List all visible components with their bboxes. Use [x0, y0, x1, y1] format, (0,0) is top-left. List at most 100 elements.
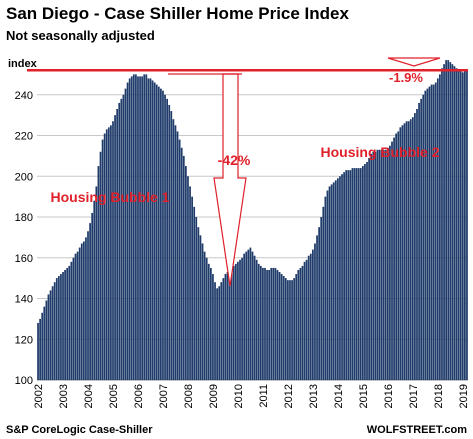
bar	[132, 74, 135, 380]
bar	[418, 102, 420, 381]
bar	[266, 269, 268, 380]
bar	[97, 166, 100, 380]
y-axis-label: index	[8, 58, 38, 70]
bar	[403, 123, 406, 381]
x-tick-label: 2007	[158, 384, 170, 408]
bar	[220, 282, 223, 380]
bar	[393, 137, 395, 380]
bar	[62, 272, 64, 380]
bar	[128, 78, 131, 380]
bar	[60, 274, 62, 380]
bar	[276, 269, 279, 380]
bar	[339, 176, 341, 380]
bar	[422, 94, 425, 380]
bar	[301, 265, 304, 380]
small-arrow	[387, 57, 441, 67]
bar	[189, 186, 191, 380]
bar	[120, 98, 123, 380]
bar	[228, 269, 231, 380]
x-tick-label: 2005	[108, 384, 120, 408]
bar	[145, 74, 148, 380]
bar	[441, 68, 443, 380]
drop-arrow	[213, 73, 247, 287]
bar	[376, 149, 379, 380]
bar	[320, 217, 323, 380]
bar	[289, 280, 291, 380]
bar	[257, 263, 260, 380]
bar	[424, 90, 427, 381]
x-tick-label: 2012	[283, 384, 295, 408]
credit: WOLFSTREET.com	[367, 424, 467, 436]
bar	[372, 151, 375, 380]
bar	[122, 94, 125, 380]
bar	[139, 76, 141, 380]
bar	[389, 145, 391, 380]
bar	[280, 274, 283, 380]
bar	[428, 86, 431, 380]
bar	[449, 62, 452, 381]
bar	[359, 168, 362, 380]
bar	[374, 151, 377, 380]
bar	[245, 251, 248, 380]
bar	[309, 253, 312, 380]
bar	[295, 274, 298, 380]
bar	[459, 70, 462, 381]
x-tick-label: 2004	[83, 384, 95, 408]
bar	[409, 119, 412, 380]
bar	[370, 153, 373, 380]
x-tick-label: 2003	[58, 384, 70, 408]
bar	[314, 243, 316, 380]
bar	[364, 164, 366, 380]
bar	[137, 76, 139, 380]
bar	[166, 98, 169, 380]
bar	[299, 267, 302, 380]
bar	[80, 243, 83, 380]
annotation: Housing Bubble 1	[51, 189, 170, 205]
bar	[332, 182, 335, 380]
bar	[378, 149, 381, 380]
bar	[361, 166, 364, 380]
bar	[147, 78, 150, 380]
bar	[187, 176, 189, 380]
bar	[407, 121, 410, 381]
bar	[328, 186, 331, 380]
bar	[426, 88, 429, 380]
bar	[380, 149, 383, 380]
bar	[155, 84, 158, 380]
y-tick-label: 160	[15, 253, 33, 265]
bar	[241, 257, 243, 380]
bar	[382, 149, 385, 380]
annotation: -42%	[218, 152, 251, 168]
bar	[264, 267, 266, 380]
bar	[349, 170, 352, 380]
bar	[76, 251, 79, 380]
bar	[191, 196, 193, 380]
bar	[199, 235, 202, 380]
annotation: Housing Bubble 2	[321, 144, 440, 160]
bar	[345, 170, 348, 380]
bar	[110, 125, 112, 380]
y-tick-label: 200	[15, 171, 33, 183]
bar	[307, 255, 310, 380]
bar	[101, 139, 104, 380]
bar	[176, 131, 179, 380]
bar	[93, 200, 96, 380]
x-tick-label: 2014	[333, 384, 345, 408]
bar	[268, 269, 271, 380]
bar	[157, 86, 160, 380]
bar	[439, 74, 441, 380]
bar	[253, 255, 256, 380]
bar	[70, 261, 73, 380]
bar	[91, 212, 94, 380]
bar	[180, 147, 183, 380]
bar	[160, 88, 162, 380]
bar	[164, 94, 166, 380]
bar	[85, 237, 87, 380]
bar	[255, 259, 258, 380]
bar	[464, 70, 466, 381]
bar	[274, 267, 277, 380]
bar	[251, 251, 254, 380]
bar	[153, 82, 156, 381]
bar	[420, 98, 423, 380]
bar	[49, 290, 52, 380]
